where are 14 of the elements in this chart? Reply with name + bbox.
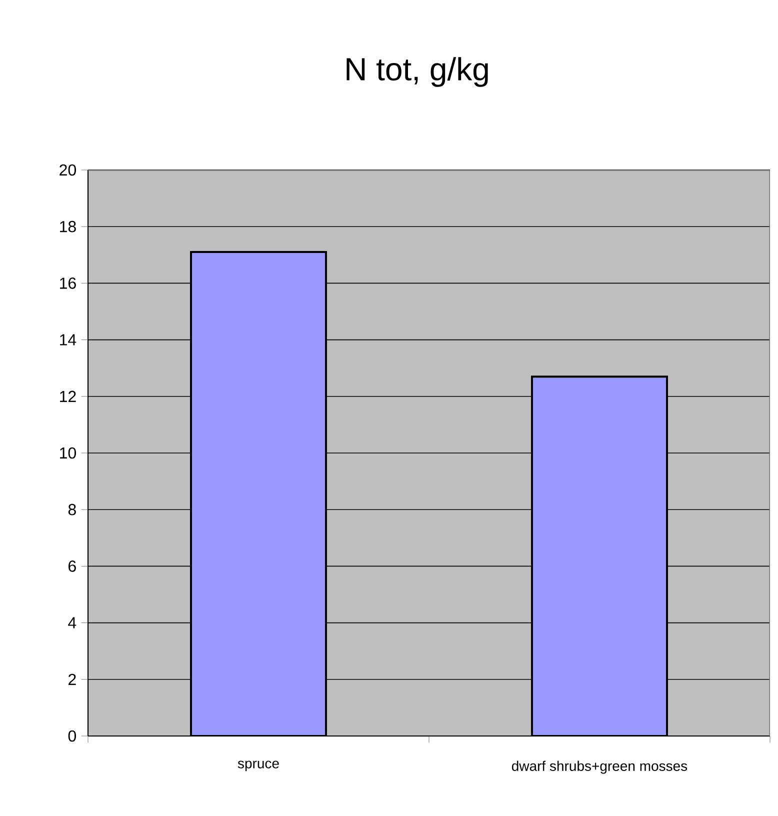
y-tick-label: 10 [60, 447, 76, 459]
y-tick-label: 14 [60, 334, 76, 346]
y-tick-label: 2 [68, 674, 76, 685]
y-tick-label: 20 [60, 164, 76, 176]
y-tick-label: 0 [68, 730, 76, 742]
y-tick-label: 18 [60, 220, 76, 232]
y-tick-label: 4 [68, 617, 76, 628]
y-tick-label: 16 [60, 278, 76, 289]
y-tick-label: 8 [68, 504, 76, 516]
chart-title: N tot, g/kg [346, 57, 488, 87]
y-tick-label: 6 [68, 560, 76, 572]
y-tick-label: 12 [60, 390, 76, 402]
x-tick-label: spruce [238, 760, 279, 772]
x-tick-label: dwarf shrubs+green mosses [512, 760, 688, 774]
